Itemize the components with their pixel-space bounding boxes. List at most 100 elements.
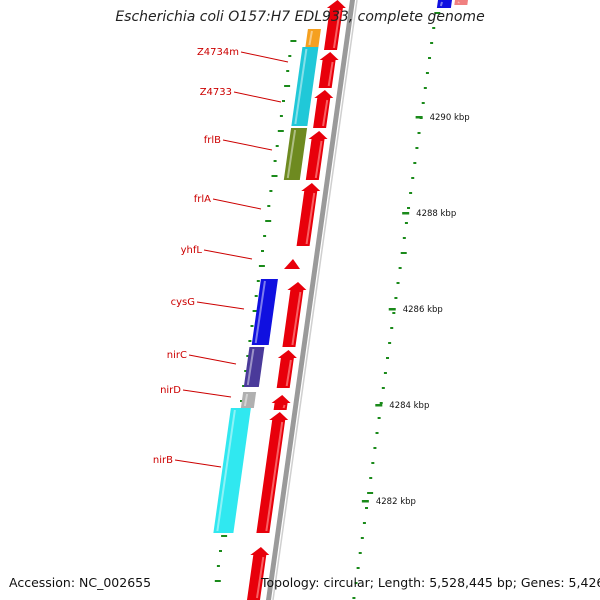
gc-dot: [244, 370, 248, 372]
tick-mark: [375, 404, 383, 407]
cds-arrow-9: [256, 412, 289, 533]
cog-block-cysg-shine: [254, 280, 266, 344]
outer-dot: [356, 567, 360, 569]
gc-dot: [275, 145, 279, 147]
gc-dot: [256, 280, 260, 282]
outer-dot: [421, 102, 425, 104]
gene-label-z4733: Z4733: [200, 87, 232, 98]
cog-block-nirb-shine: [216, 409, 236, 532]
cog-block-z4734m: [305, 29, 321, 47]
gene-leader-line: [222, 139, 273, 151]
cds-arrow-3-shine: [322, 99, 329, 127]
outer-dot: [358, 552, 362, 554]
gene-label-z4734m: Z4734m: [197, 47, 239, 58]
cog-block-frlb-shine: [286, 129, 297, 179]
outer-dot: [371, 462, 375, 464]
gc-dot: [288, 55, 292, 57]
gene-leader-line: [182, 389, 232, 398]
gene-labels: Z4734m Z4733 frlB frlA yhfL cysG nirC nirD nirB: [153, 47, 289, 468]
cds-arrow-3: [313, 90, 334, 128]
gene-leader-line: [174, 459, 222, 468]
outer-dot: [423, 87, 427, 89]
scale-ticks: 4290 kbp 4288 kbp 4286 kbp 4284 kbp 4282 kbp: [361, 113, 470, 507]
outer-dot: [409, 192, 413, 194]
outer-dot: [417, 132, 421, 134]
cds-arrow-2: [318, 52, 339, 88]
gc-dot: [263, 235, 267, 237]
cds-arrow-8-shine: [282, 404, 286, 409]
cog-block-nird: [240, 392, 257, 408]
cog-block-top-pink: [454, 0, 468, 5]
outer-dot: [369, 477, 373, 479]
cds-arrow-7: [276, 350, 297, 388]
gc-dot: [242, 385, 246, 387]
gc-dot: [258, 265, 265, 267]
outer-dot: [415, 147, 419, 149]
outer-dot: [390, 327, 394, 329]
gene-label-nird: nirD: [160, 385, 181, 396]
gc-dot: [221, 535, 228, 537]
gene-leader-line: [188, 354, 237, 365]
gc-dot: [284, 85, 291, 87]
gc-dot: [286, 70, 290, 72]
cds-arrow-7-shine: [285, 359, 292, 387]
cds-arrow-9-shine: [265, 421, 284, 532]
gc-dot: [248, 340, 252, 342]
tick-mark: [361, 500, 369, 503]
outer-dot: [411, 177, 415, 179]
gc-dot: [250, 325, 254, 327]
outer-dot: [398, 267, 402, 269]
outer-dot: [373, 447, 377, 449]
cog-block-nirb: [213, 408, 251, 533]
outer-dot: [379, 402, 383, 404]
cog-feature-track: [213, 0, 468, 533]
cds-arrow-10-shine: [256, 556, 265, 599]
gene-leader-line: [240, 51, 289, 63]
outer-dot: [407, 207, 411, 209]
outer-dot: [362, 522, 366, 524]
gc-dot: [279, 115, 283, 117]
cog-block-z4733-shine: [294, 48, 308, 125]
outer-dot: [354, 582, 358, 584]
gc-dot: [254, 295, 258, 297]
outer-dot: [432, 27, 436, 29]
gc-dot: [265, 220, 272, 222]
forward-cds-track: [247, 0, 346, 600]
outer-dot: [402, 237, 406, 239]
gc-dot: [271, 175, 278, 177]
outer-tick-dots: [352, 12, 441, 599]
cds-arrow-2-shine: [327, 61, 334, 87]
cog-block-z4734m-shine: [308, 30, 313, 46]
gene-label-cysg: cysG: [171, 297, 195, 308]
outer-dot: [381, 387, 385, 389]
gene-leader-line: [196, 301, 245, 310]
cog-block-z4733: [291, 47, 319, 126]
gene-leader-line: [203, 249, 253, 260]
gc-dot: [273, 160, 277, 162]
gc-dot: [282, 100, 285, 102]
outer-dot: [375, 432, 379, 434]
cog-block-cysg: [251, 279, 278, 345]
map-title: Escherichia coli O157:H7 EDL933, complet…: [115, 9, 485, 25]
gc-dot: [290, 40, 297, 42]
gene-leader-line: [233, 91, 282, 103]
tick-mark: [415, 116, 423, 119]
gc-dot: [269, 190, 273, 192]
gc-dot: [267, 205, 271, 207]
gene-label-yhfl: yhfL: [181, 245, 203, 256]
outer-dot: [377, 417, 381, 419]
outer-dot: [400, 252, 407, 254]
tick-label: 4286 kbp: [403, 305, 443, 315]
cog-block-frlb: [283, 128, 308, 180]
tick-label: 4290 kbp: [430, 113, 470, 123]
cog-block-top-blue-shine: [439, 1, 443, 7]
tick-label: 4288 kbp: [416, 209, 456, 219]
outer-dot: [430, 42, 434, 44]
gene-label-frla: frlA: [194, 194, 211, 205]
gene-label-nirc: nirC: [167, 350, 187, 361]
outer-dot: [386, 357, 390, 359]
cds-arrow-5-shine: [305, 192, 316, 245]
cds-small-yhfL: [284, 259, 300, 269]
gene-label-frlb: frlB: [204, 135, 221, 146]
